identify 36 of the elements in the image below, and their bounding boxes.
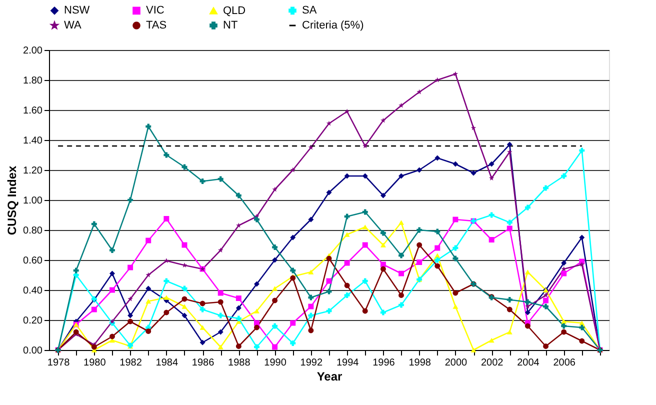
y-tick-label: 1.80 — [23, 76, 43, 86]
legend-label: Criteria (5%) — [302, 20, 364, 32]
x-tick-label: 1994 — [336, 358, 360, 368]
y-tick-label: 1.60 — [23, 106, 43, 116]
x-tick-label: 1988 — [228, 358, 251, 368]
y-axis-title: CUSQ Index — [5, 166, 20, 236]
y-tick-label: 0.80 — [23, 226, 43, 236]
y-tick-label: 1.40 — [23, 136, 43, 146]
x-tick-label: 1984 — [156, 358, 178, 368]
y-tick-label: 1.00 — [23, 196, 43, 206]
y-tick-label: 0.00 — [23, 346, 43, 356]
x-tick-label: 1990 — [264, 358, 287, 368]
x-tick-label: 2000 — [444, 358, 468, 368]
x-tick-label: 1978 — [47, 358, 70, 368]
x-axis-title: Year — [316, 370, 343, 384]
x-tick-label: 1992 — [300, 358, 323, 368]
x-tick-label: 1986 — [192, 358, 215, 368]
legend-label: QLD — [223, 4, 246, 17]
y-tick-label: 0.20 — [23, 316, 43, 326]
x-tick-label: 1996 — [372, 358, 396, 368]
legend-label: NSW — [64, 4, 90, 17]
x-tick-label: 1982 — [120, 358, 142, 368]
y-tick-label: 2.00 — [23, 46, 43, 56]
x-tick-label: 1998 — [408, 358, 432, 368]
y-tick-label: 0.60 — [23, 256, 43, 266]
x-tick-label: 2004 — [517, 358, 540, 368]
legend-label: VIC — [146, 4, 164, 17]
y-tick-label: 0.40 — [23, 286, 43, 296]
legend-label: NT — [223, 20, 238, 32]
x-tick-label: 1980 — [84, 358, 106, 368]
legend-label: SA — [302, 4, 318, 17]
x-tick-label: 2002 — [480, 358, 504, 368]
x-tick-label: 2006 — [553, 358, 576, 368]
legend-label: TAS — [146, 20, 167, 32]
legend-label: WA — [64, 20, 82, 32]
y-tick-label: 1.20 — [23, 166, 43, 176]
